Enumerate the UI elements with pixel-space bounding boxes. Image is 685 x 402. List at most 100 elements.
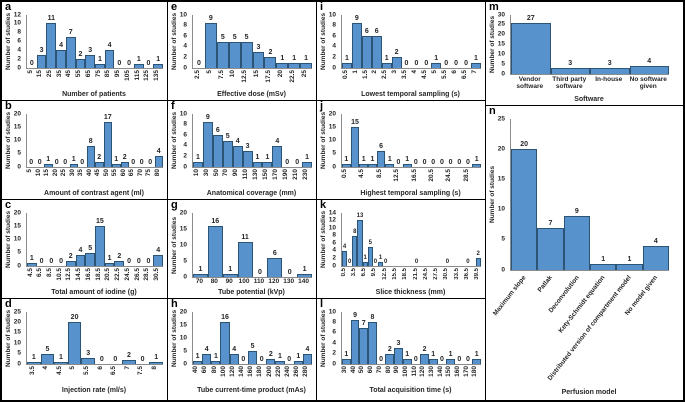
- bar-slot: 0: [373, 213, 378, 266]
- bar-slot: 1: [616, 119, 643, 270]
- bar: [351, 23, 362, 68]
- bar-slot: 4: [104, 15, 115, 68]
- bar: [402, 164, 412, 167]
- x-tick-slot: 10: [228, 70, 240, 90]
- bar: [394, 348, 403, 364]
- bar: [232, 145, 243, 167]
- bar-slot: 0: [129, 114, 138, 167]
- bar: [133, 63, 144, 68]
- x-tick-slot: 20.5: [428, 169, 437, 189]
- bar-slot: 0: [383, 213, 388, 266]
- bar-value-label: 0: [148, 159, 153, 166]
- bar: [104, 50, 115, 68]
- x-tick-label: 10: [192, 169, 200, 177]
- bar-slot: 0: [412, 312, 421, 364]
- bar-slot: 0: [56, 213, 66, 266]
- x-tick-slot: [384, 169, 393, 189]
- x-tick-slot: 170: [463, 366, 472, 386]
- x-tick-label: 200: [265, 366, 273, 377]
- bar-value-label: 16: [211, 217, 220, 225]
- panel-letter: g: [171, 200, 178, 211]
- x-tick-label: 22.5: [114, 268, 122, 281]
- panel-e: e Number of studies 0 2 4 6 8 10 0 9 5 5 5 3 2 1 1 1 2.5 5 7…: [168, 2, 316, 101]
- x-tick-label: 2: [371, 70, 379, 74]
- y-axis-ticks: 0 5 10 15 20: [325, 110, 339, 169]
- bar-slot: 3: [394, 312, 403, 364]
- x-tick-slot: 4.5: [26, 268, 36, 288]
- x-tick-label: 6.5: [36, 268, 44, 278]
- bar-value-label: 4: [78, 247, 83, 255]
- x-tick-label: 5: [69, 366, 77, 370]
- bar: [240, 41, 253, 68]
- bar-value-label: 1: [196, 153, 200, 161]
- bar-slot: 17: [103, 114, 112, 167]
- x-tick-slot: 120: [229, 366, 238, 386]
- bar-slot: 1: [275, 312, 285, 364]
- x-tick-label: 95: [114, 70, 122, 78]
- x-tick-slot: 75: [145, 169, 154, 189]
- bar-value-label: 5: [368, 240, 372, 247]
- x-tick-slot: 3: [391, 70, 401, 90]
- x-tick-label: 12.5: [381, 268, 388, 280]
- x-tick-label: 1.5: [361, 70, 369, 80]
- x-tick-label: 80: [153, 169, 161, 177]
- bar-value-label: 0: [259, 356, 264, 363]
- bar-slot: 2: [475, 213, 481, 266]
- bar-slot: 1: [95, 15, 105, 68]
- x-axis-title: Slice thickness (mm): [375, 289, 446, 296]
- bar-slot: 2: [65, 213, 76, 266]
- x-tick-slot: 28.5: [463, 169, 472, 189]
- bar-slot: 0: [134, 213, 144, 266]
- bar: [589, 263, 617, 270]
- x-tick-slot: 4.5: [358, 169, 367, 189]
- bar-value-label: 0: [431, 159, 436, 166]
- x-tick-slot: 5: [204, 70, 216, 90]
- x-tick-label: 18.5: [94, 268, 102, 281]
- bar-value-label: 1: [370, 156, 375, 164]
- bar: [85, 252, 96, 266]
- bar: [54, 361, 68, 364]
- x-tick-slot: 3.5: [26, 366, 40, 386]
- bar-value-label: 0: [414, 60, 419, 67]
- x-axis-title: Anatomical coverage (mm): [206, 190, 297, 197]
- y-tick-label: 5: [332, 149, 336, 157]
- bar-value-label: 9: [205, 114, 210, 121]
- bar-slot: 5: [222, 114, 233, 167]
- x-tick-label: 4.5: [421, 70, 429, 80]
- bar-slot: 1: [342, 312, 351, 364]
- x-tick-label: 1: [351, 70, 359, 74]
- bar-value-label: 1: [46, 156, 51, 164]
- bar: [229, 353, 239, 364]
- x-tick-slot: 30: [341, 366, 350, 386]
- bar-value-label: 0: [80, 159, 85, 166]
- bar: [359, 164, 369, 167]
- y-tick-label: 6: [183, 31, 187, 39]
- bar-value-label: 0: [384, 259, 388, 265]
- bar: [511, 149, 538, 270]
- bar: [56, 50, 66, 68]
- bar-value-label: 0: [146, 258, 151, 265]
- x-tick-label: 5: [26, 169, 33, 173]
- bar-slot: 1: [112, 114, 121, 167]
- x-tick-label: 105: [123, 70, 131, 81]
- bar-value-label: 2: [394, 49, 399, 57]
- bar-value-label: 0: [295, 159, 300, 166]
- bar-value-label: 4: [275, 137, 280, 145]
- bar-value-label: 11: [241, 233, 249, 241]
- bar-slot: 0: [144, 15, 154, 68]
- panel-i: i Number of studies 0 2 4 6 8 10 1 9 6 6 1 2 0 0 0 1 0 0 0 1 0…: [317, 2, 485, 101]
- x-tick-label: 20.5: [104, 268, 112, 281]
- x-axis-title: Effective dose (mSv): [217, 91, 286, 98]
- x-tick-label: 2.5: [193, 70, 201, 80]
- bar-value-label: 0: [287, 356, 292, 363]
- x-tick-slot: 35: [77, 169, 86, 189]
- bar-slot: 0: [402, 15, 412, 68]
- x-tick-label: 20.5: [427, 169, 435, 182]
- bar: [368, 322, 377, 364]
- bar-value-label: 0: [379, 356, 384, 363]
- x-tick-slot: No software given: [629, 76, 669, 95]
- bar: [264, 57, 277, 68]
- bar-slot: 0: [78, 114, 87, 167]
- y-axis-ticks: 0 5 10 15 20: [10, 110, 24, 169]
- bar-slot: 5: [240, 15, 253, 68]
